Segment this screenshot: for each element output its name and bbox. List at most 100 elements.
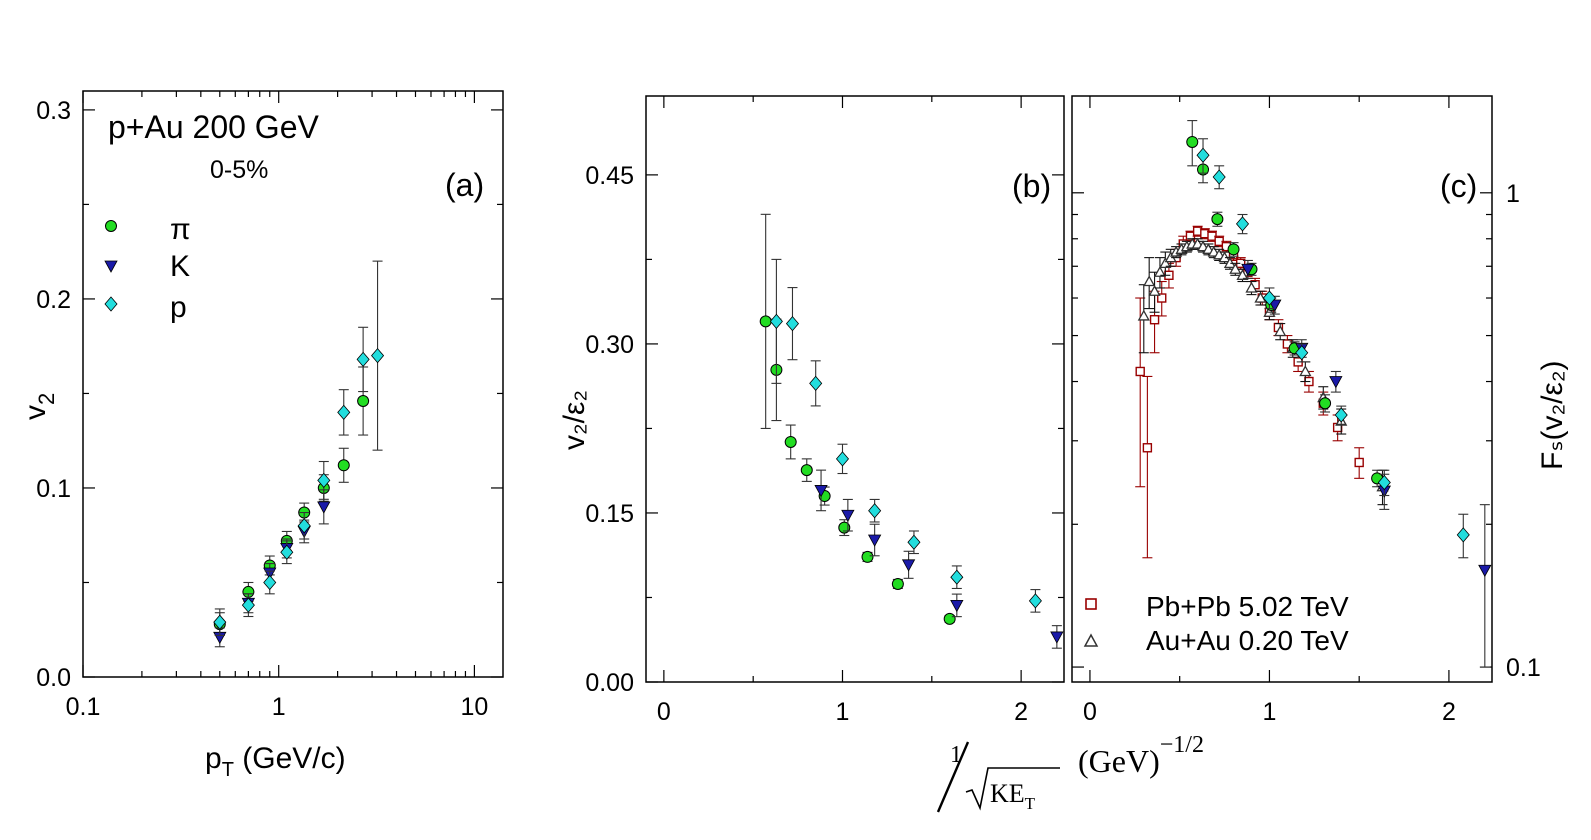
data-point-pi	[1227, 243, 1240, 256]
data-point-K	[1241, 263, 1255, 277]
b-ytick-label: 0.45	[585, 162, 634, 190]
panel-b-frame	[645, 95, 1065, 683]
a-ytick-label: 0.1	[36, 475, 71, 503]
data-point-auau	[1143, 275, 1156, 287]
legend-auau-marker	[1083, 633, 1099, 647]
shared-xlabel-denominator: KET	[990, 779, 1036, 813]
shared-xlabel-sqrt	[965, 767, 1060, 811]
legend-pbpb-marker	[1085, 598, 1097, 610]
b-ytick-label: 0.30	[585, 331, 634, 359]
panel-c-ylabel: Fₛ(v₂/ε₂)	[1536, 361, 1569, 471]
axis-ticks: 0.1 1 100.00.10.20.30 1 2 0 1 20.000.150.300.45…	[36, 91, 1541, 726]
data-point-p	[213, 614, 227, 630]
data-point-auau	[1148, 284, 1161, 296]
data-point-p	[950, 569, 964, 585]
legend-auau-label: Au+Au 0.20 TeV	[1146, 625, 1349, 656]
data-point-p	[317, 472, 331, 489]
data-point-p	[1377, 474, 1391, 491]
b-xtick-label: 0	[657, 698, 671, 726]
data-point-pi	[1319, 397, 1332, 410]
data-point-K	[1050, 631, 1064, 644]
data-point-p	[1235, 216, 1250, 232]
data-point-pi	[337, 459, 350, 472]
data-point-p	[1295, 345, 1309, 361]
data-point-auau	[1137, 309, 1150, 321]
panel-c-legend: Pb+Pb 5.02 TeV Au+Au 0.20 TeV	[1083, 591, 1349, 656]
data-point-K	[1329, 376, 1343, 389]
data-point-auau	[1245, 281, 1258, 293]
data-point-p	[907, 534, 921, 550]
panel-b-tag: (b)	[1012, 168, 1051, 204]
data-point-auau	[1153, 265, 1167, 277]
data-point-auau	[1236, 268, 1249, 280]
data-point-p	[371, 348, 385, 364]
data-point-p	[868, 503, 882, 519]
data-point-p	[337, 404, 351, 420]
panel-a-frame	[82, 90, 504, 678]
legend-p-marker	[104, 296, 118, 312]
data-point-pbpb	[1149, 315, 1160, 325]
data-point-pi	[759, 315, 772, 328]
b-ytick-label: 0.15	[585, 500, 634, 528]
b-xtick-label: 1	[836, 698, 850, 726]
c-xtick-label: 0	[1083, 698, 1097, 726]
data-point-p	[297, 518, 311, 534]
data-point-K	[841, 509, 855, 523]
a-xtick-label: 10	[460, 693, 488, 721]
a-xtick-label: 0.1	[66, 693, 101, 721]
data-point-pi	[784, 435, 797, 448]
legend-p-label: p	[170, 291, 187, 324]
panel-a-centrality-label: 0-5%	[210, 156, 268, 184]
data-point-auau	[1299, 365, 1312, 377]
legend-K-marker	[104, 260, 118, 273]
shared-xlabel-slash	[936, 741, 970, 813]
b-ytick-label: 0.00	[585, 669, 634, 697]
legend-pi-label: π	[170, 213, 191, 246]
data-point-p	[1456, 527, 1470, 543]
data-point-pi	[1211, 213, 1224, 226]
panel-c-frame	[1071, 95, 1493, 683]
shared-xlabel-unit: (GeV)−1/2	[1078, 732, 1204, 779]
legend-pi-marker	[105, 220, 117, 232]
data-point-pi	[943, 612, 956, 625]
c-xtick-label: 2	[1442, 698, 1456, 726]
data-point-p	[1196, 147, 1210, 163]
data-point-pi	[357, 395, 370, 408]
data-point-pi	[800, 464, 813, 477]
panel-c-tag: (c)	[1440, 168, 1477, 204]
data-point-p	[1212, 169, 1226, 185]
data-point-p	[835, 451, 850, 467]
data-point-K	[814, 485, 828, 498]
data-point-p	[280, 544, 294, 560]
data-point-p	[1028, 593, 1042, 609]
c-ytick-label: 1	[1506, 180, 1520, 208]
data-point-p	[263, 574, 277, 591]
data-point-p	[241, 597, 255, 613]
data-point-p	[356, 351, 370, 368]
data-point-pi	[838, 521, 851, 534]
data-point-p	[769, 313, 783, 329]
panel-b-ylabel: v₂/ε₂	[558, 390, 591, 450]
c-ytick-label: 0.1	[1506, 654, 1541, 682]
legend-K-label: K	[170, 250, 190, 283]
data-point-K	[901, 559, 916, 572]
panel-a-legend: π K p	[104, 213, 191, 324]
data-point-pbpb	[1354, 457, 1364, 468]
data-point-K	[317, 501, 331, 514]
panel-a-system-label: p+Au 200 GeV	[108, 109, 319, 145]
data-point-p	[785, 316, 800, 332]
data-point-pbpb	[1157, 293, 1167, 303]
data-point-p	[1262, 290, 1276, 306]
data-point-auau	[1159, 257, 1172, 268]
data-point-auau	[1254, 291, 1267, 303]
panel-a-xlabel: pT (GeV/c)	[205, 742, 346, 781]
data-point-pbpb	[1142, 443, 1153, 453]
data-point-pbpb	[1135, 366, 1145, 377]
data-point-auau	[1274, 325, 1287, 337]
data-point-K	[950, 599, 964, 613]
a-ytick-label: 0.3	[36, 97, 71, 125]
legend-pbpb-label: Pb+Pb 5.02 TeV	[1146, 591, 1349, 622]
b-xtick-label: 2	[1014, 698, 1028, 726]
data-point-K	[867, 534, 882, 547]
